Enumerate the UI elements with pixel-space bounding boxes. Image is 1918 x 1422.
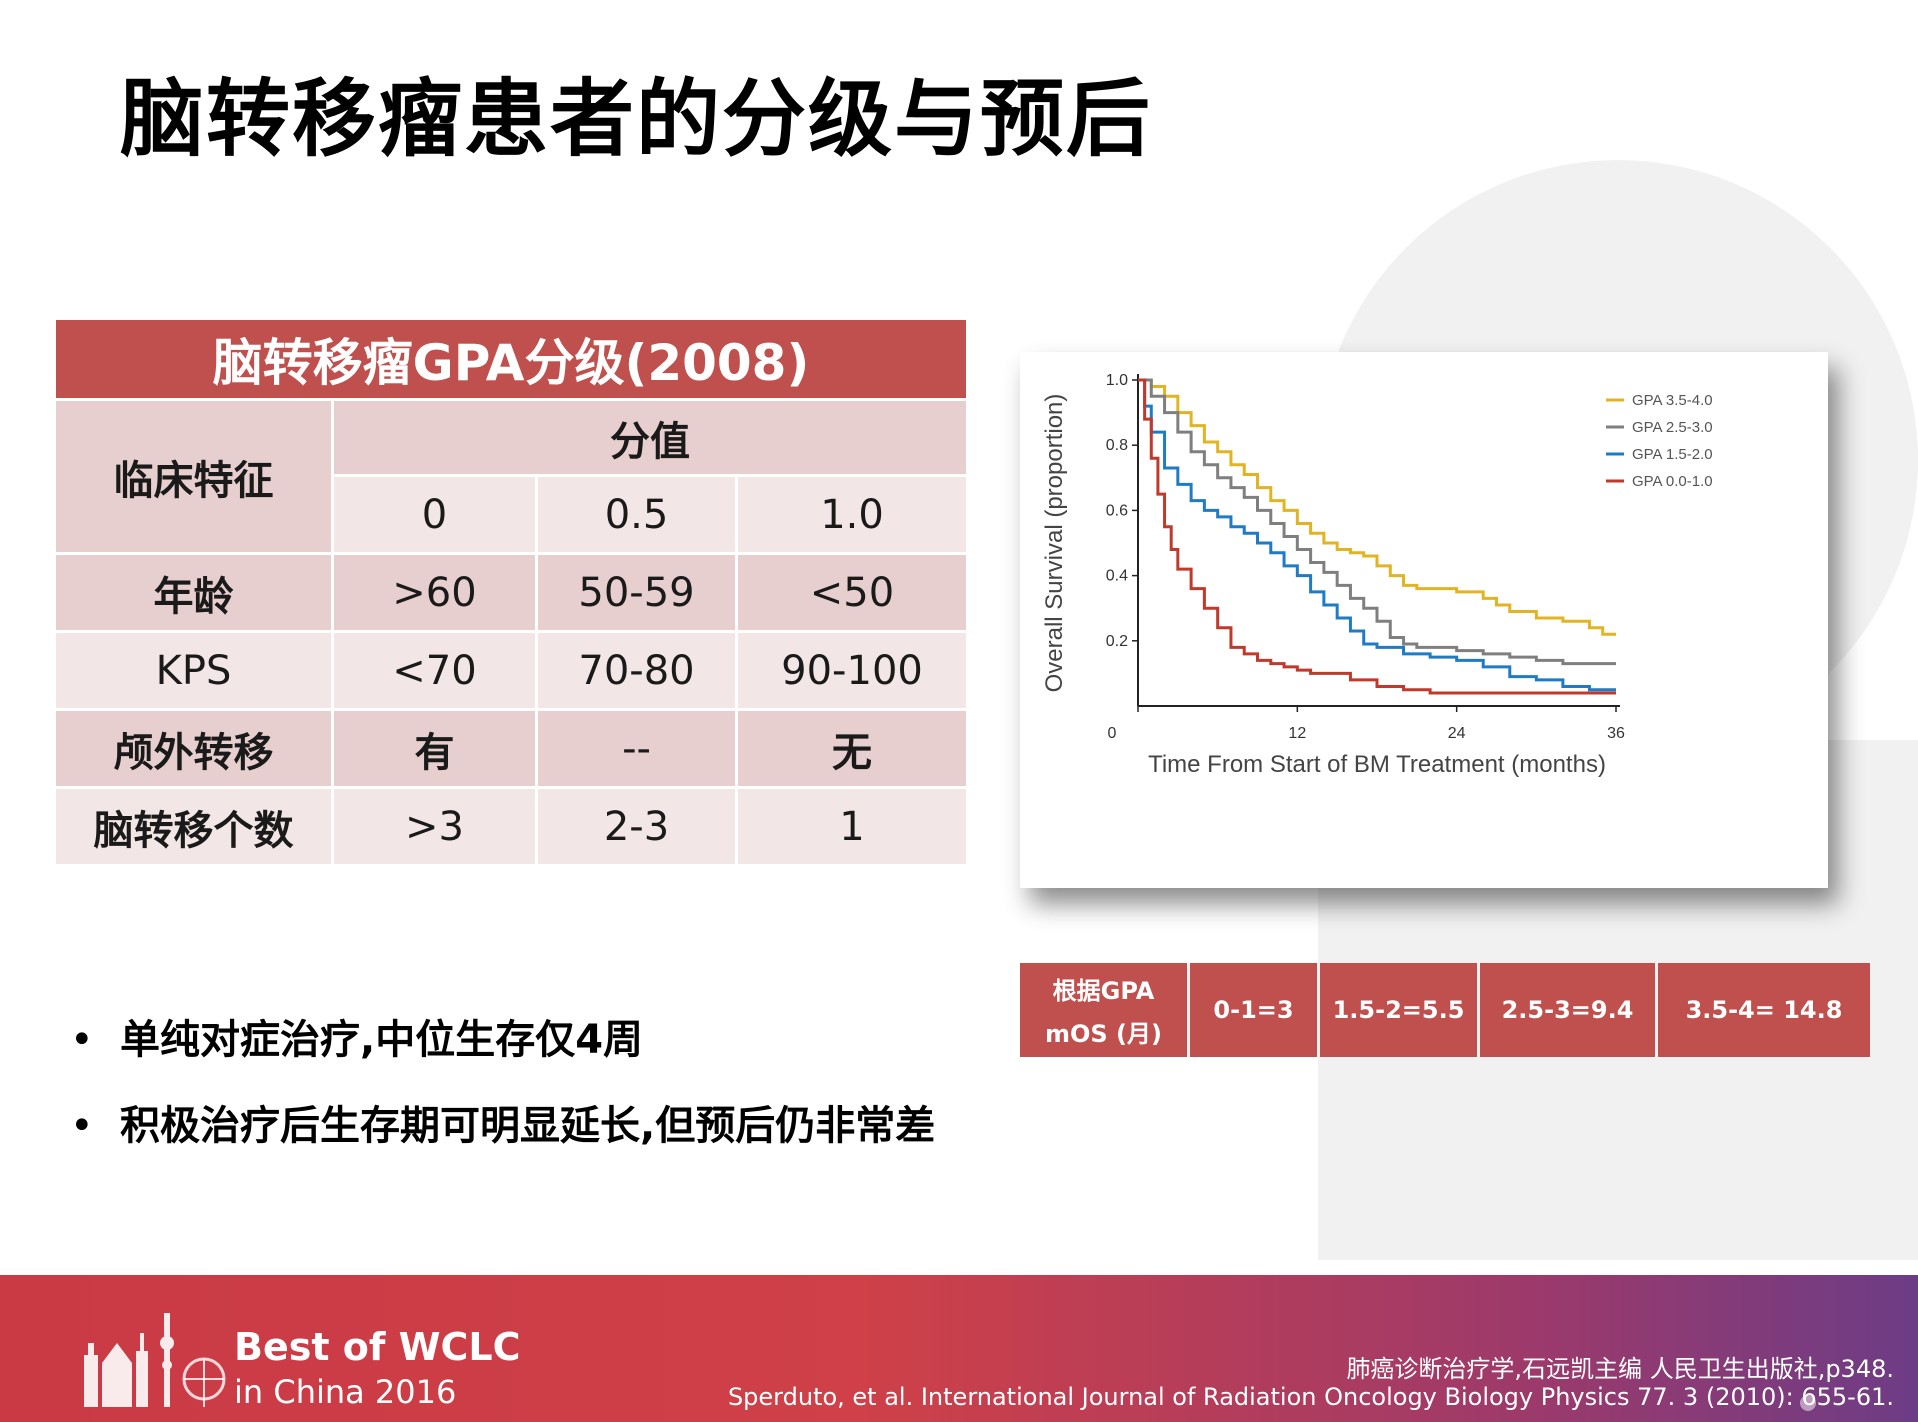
legend-label: GPA 2.5-3.0	[1632, 419, 1713, 436]
table-cell: 50-59	[538, 555, 738, 633]
y-tick-label: 0.2	[1106, 633, 1128, 650]
x-tick-label: 0	[1108, 725, 1117, 742]
bullet-symbol: •	[70, 1017, 94, 1063]
reference-line-1: 肺癌诊断治疗学,石远凯主编 人民卫生出版社,p348.	[1346, 1355, 1894, 1383]
bullet-text: 积极治疗后生存期可明显延长,但预后仍非常差	[120, 1103, 936, 1149]
bullet-list: • 单纯对症治疗,中位生存仅4周 • 积极治疗后生存期可明显延长,但预后仍非常差	[70, 1005, 935, 1177]
row-label-age: 年龄	[56, 555, 334, 633]
legend-label: GPA 1.5-2.0	[1632, 446, 1713, 463]
bullet-item: • 单纯对症治疗,中位生存仅4周	[70, 1005, 935, 1091]
table-cell: >3	[334, 789, 538, 867]
table-cell: 无	[738, 711, 966, 789]
table-cell: --	[538, 711, 738, 789]
gpa-table-title: 脑转移瘤GPA分级(2008)	[56, 320, 966, 401]
table-cell: 70-80	[538, 633, 738, 711]
series-line	[1138, 378, 1616, 692]
table-cell: 2-3	[538, 789, 738, 867]
row-label-brain-metastasis-count: 脑转移个数	[56, 789, 334, 867]
mos-value: 0-1=3	[1190, 963, 1320, 1057]
table-cell: 1	[738, 789, 966, 867]
series-line	[1138, 378, 1616, 666]
bullet-symbol: •	[70, 1103, 94, 1149]
y-tick-label: 1.0	[1106, 372, 1128, 389]
table-cell: 90-100	[738, 633, 966, 711]
slide-title: 脑转移瘤患者的分级与预后	[120, 70, 1153, 168]
city-skyline-logo-icon	[84, 1313, 226, 1407]
score-column-header: 0.5	[538, 477, 738, 555]
table-cell: >60	[334, 555, 538, 633]
mos-header: 根据GPA mOS (月)	[1020, 963, 1190, 1057]
clinical-feature-header: 临床特征	[56, 401, 334, 555]
gpa-grading-table: 脑转移瘤GPA分级(2008) 临床特征 分值 0 0.5 1.0 年龄 >60…	[56, 320, 966, 867]
survival-chart: 0.2 0.4 0.6 0.8 1.0 0 12 24 36 Time From Start of…	[1020, 352, 1828, 888]
mos-value: 1.5-2=5.5	[1320, 963, 1480, 1057]
mos-value: 2.5-3=9.4	[1480, 963, 1658, 1057]
y-tick-label: 0.4	[1106, 568, 1128, 585]
table-cell: <70	[334, 633, 538, 711]
y-tick-label: 0.8	[1106, 437, 1128, 454]
score-column-header: 1.0	[738, 477, 966, 555]
legend-label: GPA 3.5-4.0	[1632, 392, 1713, 409]
y-tick-label: 0.6	[1106, 502, 1128, 519]
footer-brand-subtitle: in China 2016	[234, 1373, 457, 1411]
bullet-item: • 积极治疗后生存期可明显延长,但预后仍非常差	[70, 1091, 935, 1177]
series-line	[1138, 378, 1616, 636]
x-tick-label: 36	[1607, 725, 1625, 742]
footer-banner: Best of WCLC in China 2016 肺癌诊断治疗学,石远凯主编…	[0, 1275, 1918, 1422]
x-tick-label: 24	[1448, 725, 1466, 742]
table-cell: <50	[738, 555, 966, 633]
score-header: 分值	[334, 401, 966, 477]
row-label-extracranial-metastasis: 颅外转移	[56, 711, 334, 789]
footer-brand-title: Best of WCLC	[234, 1325, 521, 1369]
series-line	[1138, 378, 1616, 695]
row-label-kps: KPS	[56, 633, 334, 711]
x-axis-label: Time From Start of BM Treatment (months)	[1148, 751, 1606, 778]
reference-line-2: Sperduto, et al. International Journal o…	[727, 1383, 1894, 1411]
score-column-header: 0	[334, 477, 538, 555]
legend-label: GPA 0.0-1.0	[1632, 473, 1713, 490]
y-axis-label: Overall Survival (proportion)	[1041, 394, 1068, 693]
page-indicator-dot	[1800, 1395, 1816, 1411]
mos-header-line1: 根据GPA	[1052, 977, 1155, 1005]
mos-header-line2: mOS (月)	[1045, 1020, 1162, 1048]
bullet-text: 单纯对症治疗,中位生存仅4周	[120, 1017, 644, 1063]
mos-value: 3.5-4= 14.8	[1658, 963, 1870, 1057]
x-tick-label: 12	[1288, 725, 1306, 742]
mos-table: 根据GPA mOS (月) 0-1=3 1.5-2=5.5 2.5-3=9.4 …	[1020, 963, 1870, 1057]
table-cell: 有	[334, 711, 538, 789]
